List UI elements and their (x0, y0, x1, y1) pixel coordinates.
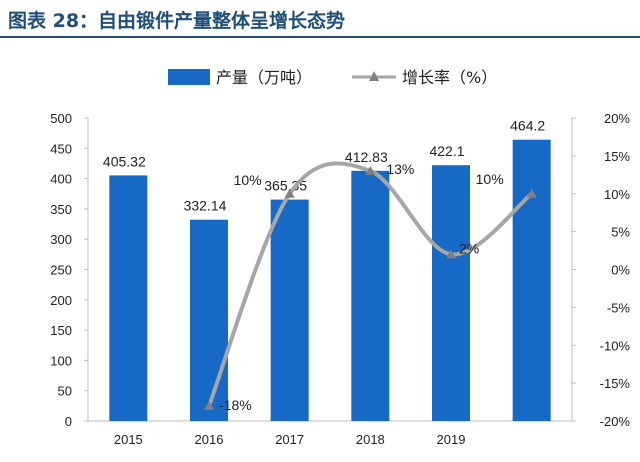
growth-marker (284, 188, 295, 198)
growth-value-label: 10% (234, 172, 262, 188)
legend-line-marker (369, 71, 379, 81)
y-left-tick-label: 150 (50, 323, 72, 338)
axes: 0 50 100 150 200 250 300 350 400 450 500 -20% -15% -1… (50, 111, 630, 429)
y-right-tick-label: -10% (600, 338, 631, 353)
bar-value-labels: 405.32 332.14 365.35 412.83 422.1 464.2 (103, 118, 545, 214)
x-tick-label: 2016 (195, 432, 224, 447)
legend-line-label: 增长率（%） (402, 68, 497, 87)
growth-value-label: 10% (476, 171, 504, 187)
bar-value-label: 405.32 (103, 153, 146, 169)
y-right-tick-label: -20% (600, 414, 631, 429)
x-axis-tick-labels: 2015 2016 2017 2018 2019 (114, 432, 466, 447)
bar-value-label: 422.1 (429, 143, 464, 159)
y-right-tick-label: 0% (611, 263, 630, 278)
y-left-tick-label: 500 (50, 111, 72, 126)
growth-value-label: 13% (386, 161, 414, 177)
growth-marker (204, 400, 214, 410)
y-left-tick-label: 0 (65, 414, 72, 429)
growth-marker (365, 166, 376, 176)
growth-value-label: -18% (219, 397, 252, 413)
legend-bar-swatch (168, 69, 210, 85)
x-tick-label: 2019 (437, 432, 466, 447)
bar-value-label: 464.2 (510, 118, 545, 134)
watermark: 头条 @未来智库 (516, 432, 626, 450)
legend: 产量（万吨） 增长率（%） (168, 68, 497, 87)
title-divider (0, 36, 640, 38)
bar (512, 139, 551, 421)
y-left-tick-label: 250 (50, 263, 72, 278)
y-right-tick-label: 15% (604, 149, 630, 164)
y-left-tick-label: 400 (50, 172, 72, 187)
y-right-tick-label: 20% (604, 111, 630, 126)
growth-value-labels: -18% 10% 13% 2% 10% (219, 161, 504, 413)
growth-value-label: 2% (459, 240, 479, 256)
bar (109, 175, 148, 421)
y-left-tick-label: 450 (50, 141, 72, 156)
y-left-tick-label: 50 (58, 384, 72, 399)
legend-bar-label: 产量（万吨） (216, 68, 312, 87)
growth-marker (446, 249, 456, 259)
bar (351, 170, 390, 421)
bar-series (109, 139, 551, 421)
y-right-tick-label: 5% (611, 225, 630, 240)
x-tick-label: 2017 (275, 432, 304, 447)
y-left-tick-label: 100 (50, 353, 72, 368)
y-right-tick-label: -15% (600, 376, 631, 391)
bar (270, 199, 309, 421)
bar-value-label: 412.83 (345, 149, 388, 165)
y-left-tick-label: 200 (50, 293, 72, 308)
bar-value-label: 332.14 (184, 198, 227, 214)
y-right-tick-label: 10% (604, 187, 630, 202)
y-right-tick-label: -5% (607, 300, 631, 315)
y-left-tick-label: 300 (50, 232, 72, 247)
figure-title: 图表 28：自由锻件产量整体呈增长态势 (8, 10, 346, 32)
growth-line (207, 161, 534, 408)
x-tick-label: 2015 (114, 432, 143, 447)
bar-value-label: 365.35 (264, 178, 307, 194)
y-left-tick-label: 350 (50, 202, 72, 217)
growth-line-series (204, 161, 537, 410)
growth-marker (526, 188, 537, 198)
x-tick-label: 2018 (356, 432, 385, 447)
bar (432, 165, 470, 421)
bar (190, 219, 228, 421)
